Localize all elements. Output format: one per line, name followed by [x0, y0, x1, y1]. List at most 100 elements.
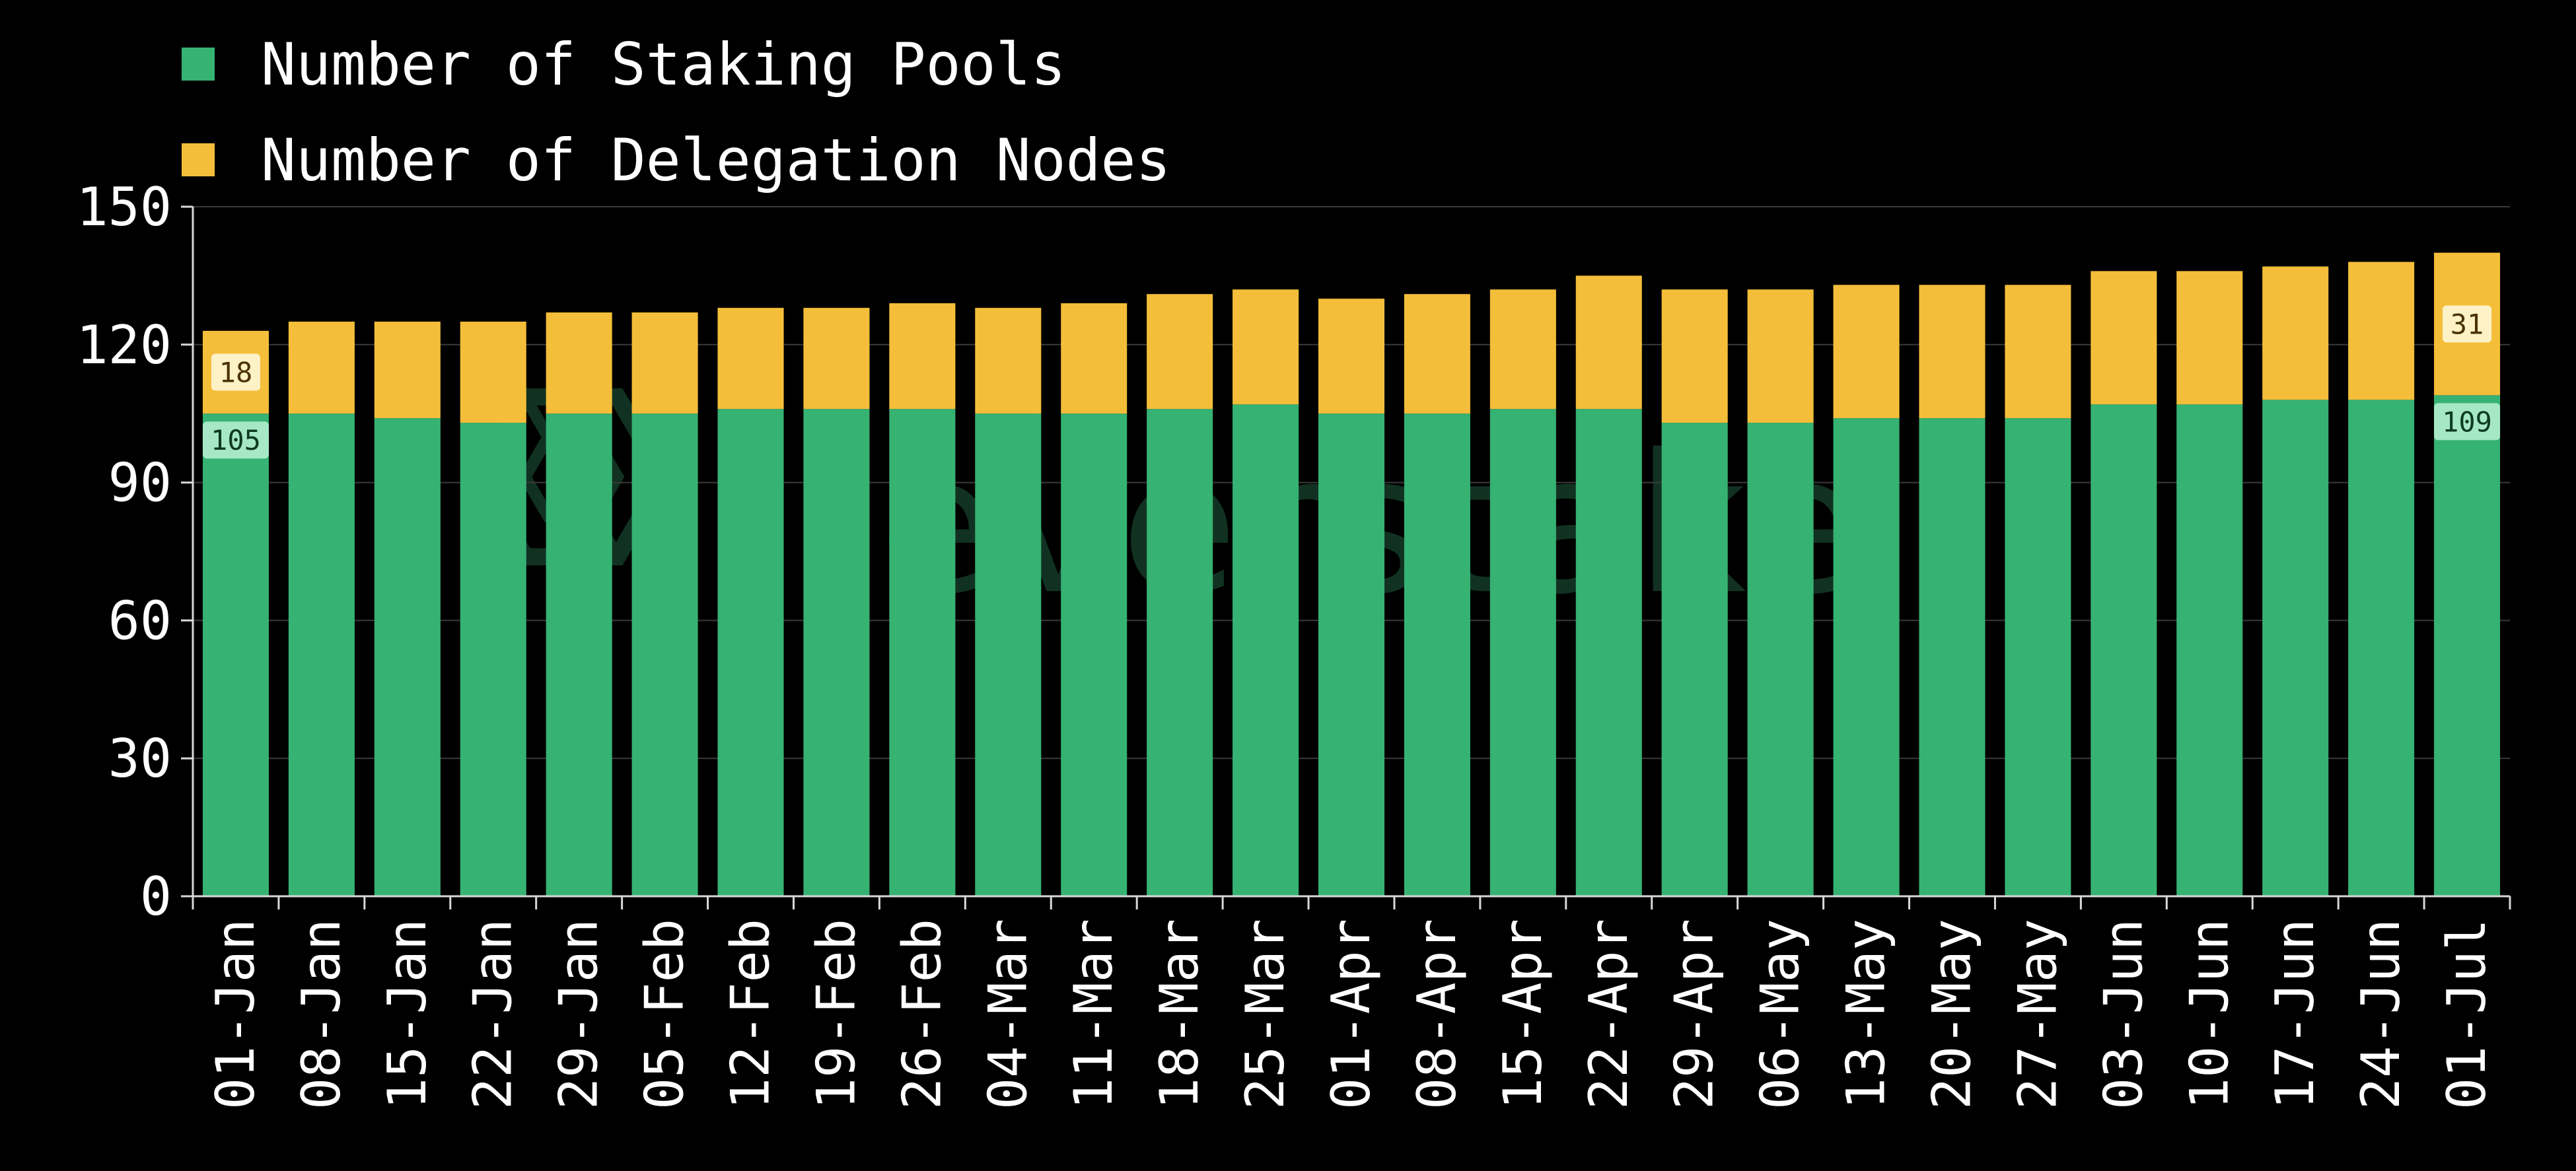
bar	[1061, 413, 1127, 896]
y-tick-label: 0	[140, 866, 172, 927]
bar	[975, 308, 1042, 414]
data-label-bg	[202, 421, 269, 459]
bar	[631, 312, 698, 414]
bar	[1661, 423, 1728, 896]
bar	[1747, 289, 1814, 423]
data-label: 18	[219, 357, 253, 389]
bar	[2262, 400, 2329, 896]
x-tick-label: 01-Jul	[2436, 919, 2497, 1110]
bar	[2262, 266, 2329, 400]
x-tick-label: 08-Jan	[291, 919, 352, 1110]
legend-label: Number of Staking Pools	[261, 30, 1066, 98]
bar	[2434, 395, 2501, 896]
bar	[975, 413, 1042, 896]
x-tick-label: 13-May	[1836, 919, 1897, 1110]
x-tick-label: 25-Mar	[1234, 919, 1296, 1110]
x-tick-label: 29-Jan	[548, 919, 610, 1110]
y-tick-label: 60	[108, 590, 172, 651]
bar	[2005, 418, 2071, 896]
x-tick-label: 10-Jun	[2178, 919, 2240, 1110]
data-labels: 105 18 109 31	[202, 305, 2501, 459]
bar	[1318, 413, 1385, 896]
x-tick-label: 03-Jun	[2093, 919, 2154, 1110]
x-tick-label: 22-Jan	[462, 919, 524, 1110]
x-tick-label: 05-Feb	[634, 919, 696, 1110]
y-tick-label: 150	[77, 176, 172, 238]
legend-swatch	[182, 143, 215, 176]
legend: Number of Staking Pools Number of Delegat…	[182, 30, 1171, 194]
bar	[1575, 275, 1642, 409]
bar	[288, 322, 355, 414]
bar	[1489, 289, 1556, 409]
x-tick-label: 12-Feb	[720, 919, 781, 1110]
x-tick-label: 08-Apr	[1406, 919, 1468, 1110]
x-tick-label: 29-Apr	[1664, 919, 1725, 1110]
bar	[1919, 418, 1986, 896]
bar	[1061, 303, 1127, 414]
data-label-bg	[211, 353, 260, 391]
bar	[889, 303, 956, 409]
bar	[2176, 271, 2243, 405]
x-tick-label: 19-Feb	[805, 919, 867, 1110]
bar	[1318, 299, 1385, 414]
bar	[1404, 294, 1470, 414]
bar	[803, 409, 870, 896]
bar	[546, 413, 612, 896]
bar	[1233, 404, 1299, 896]
x-tick-label: 20-May	[1921, 919, 1982, 1110]
bar	[460, 423, 526, 896]
bar	[1575, 409, 1642, 896]
data-label: 109	[2442, 406, 2492, 438]
bar	[288, 413, 355, 896]
bar	[374, 418, 441, 896]
bar	[1233, 289, 1299, 405]
x-tick-label: 18-Mar	[1149, 919, 1210, 1110]
y-tick-label: 90	[108, 452, 172, 514]
x-tick-label: 22-Apr	[1578, 919, 1639, 1110]
bar	[2348, 400, 2415, 896]
bars	[202, 252, 2501, 896]
bar	[1747, 423, 1814, 896]
bar	[374, 322, 441, 419]
data-label-bg	[2434, 403, 2501, 441]
bar	[1147, 294, 1213, 409]
bar	[1489, 409, 1556, 896]
bar	[202, 413, 269, 896]
bar	[2348, 262, 2415, 400]
bar	[1833, 285, 1900, 419]
x-tick-label: 26-Feb	[891, 919, 952, 1110]
x-tick-label: 06-May	[1750, 919, 1811, 1110]
bar	[1833, 418, 1900, 896]
bar	[717, 308, 784, 409]
legend-label: Number of Delegation Nodes	[261, 126, 1171, 194]
bar	[1147, 409, 1213, 896]
x-tick-label: 15-Apr	[1492, 919, 1554, 1110]
x-tick-label: 11-Mar	[1063, 919, 1124, 1110]
bar	[2176, 404, 2243, 896]
y-tick-label: 30	[108, 728, 172, 789]
x-tick-label: 01-Jan	[205, 919, 266, 1110]
bar	[631, 413, 698, 896]
bar	[1661, 289, 1728, 423]
data-label-bg	[2443, 305, 2492, 343]
x-tick-label: 01-Apr	[1320, 919, 1382, 1110]
bar	[546, 312, 612, 414]
x-tick-label: 27-May	[2007, 919, 2068, 1110]
x-tick-label: 15-Jan	[376, 919, 438, 1110]
bar	[2091, 271, 2157, 405]
bar	[1919, 285, 1986, 419]
x-tick-label: 17-Jun	[2264, 919, 2326, 1110]
data-label: 105	[211, 424, 261, 456]
axes: 0 30 60 90 120 150 01-Jan 08-Jan 15-Jan 22-Jan 29-…	[77, 176, 2511, 1110]
x-tick-label: 04-Mar	[977, 919, 1038, 1110]
x-tick-label: 24-Jun	[2350, 919, 2412, 1110]
bar	[1404, 413, 1470, 896]
bar	[889, 409, 956, 896]
bar	[803, 308, 870, 409]
bar	[2091, 404, 2157, 896]
legend-swatch	[182, 48, 215, 81]
bar	[460, 322, 526, 423]
bar	[2005, 285, 2071, 419]
bar	[717, 409, 784, 896]
